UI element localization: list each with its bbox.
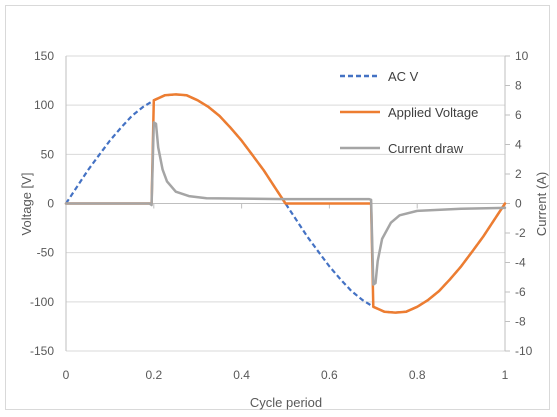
y-tick-label: -150 xyxy=(30,344,54,358)
x-axis-title: Cycle period xyxy=(250,395,322,410)
y2-tick-label: -6 xyxy=(515,285,526,299)
x-tick-label: 0 xyxy=(63,368,70,382)
legend: AC V Applied Voltage Current draw xyxy=(340,69,478,156)
x-tick-label: 0.4 xyxy=(233,368,250,382)
legend-label: Applied Voltage xyxy=(388,105,478,120)
series-lines xyxy=(64,93,507,314)
series-line-3 xyxy=(64,121,507,286)
series-line-2 xyxy=(64,93,507,314)
y2-tick-label: 4 xyxy=(515,138,522,152)
left-axis-title: Voltage [V] xyxy=(19,173,34,236)
y2-tick-label: 0 xyxy=(515,197,522,211)
legend-label: AC V xyxy=(388,69,419,84)
y-tick-label: 50 xyxy=(41,147,55,161)
y2-tick-label: 6 xyxy=(515,108,522,122)
x-axis-ticks: 0 0.2 0.4 0.6 0.8 1 xyxy=(63,203,509,382)
right-axis-ticks: 10 8 6 4 2 0 -2 -4 -6 -8 -10 xyxy=(505,49,533,358)
y-tick-label: 0 xyxy=(47,197,54,211)
y2-tick-label: -10 xyxy=(515,344,533,358)
x-tick-label: 0.8 xyxy=(409,368,426,382)
legend-label: Current draw xyxy=(388,141,464,156)
y2-tick-label: -8 xyxy=(515,315,526,329)
x-tick-label: 0.6 xyxy=(321,368,338,382)
y2-tick-label: -4 xyxy=(515,256,526,270)
y2-tick-label: 10 xyxy=(515,49,529,63)
y-tick-label: 150 xyxy=(34,49,54,63)
chart-frame xyxy=(5,5,550,410)
y2-tick-label: -2 xyxy=(515,226,526,240)
x-tick-label: 1 xyxy=(502,368,509,382)
left-axis-ticks: 150 100 50 0 -50 -100 -150 xyxy=(30,49,54,358)
x-tick-label: 0.2 xyxy=(145,368,162,382)
y-tick-label: -100 xyxy=(30,295,54,309)
y2-tick-label: 8 xyxy=(515,79,522,93)
y2-tick-label: 2 xyxy=(515,167,522,181)
y-tick-label: 100 xyxy=(34,98,54,112)
y-tick-label: -50 xyxy=(37,246,55,260)
right-axis-title: Current (A) xyxy=(534,172,549,236)
